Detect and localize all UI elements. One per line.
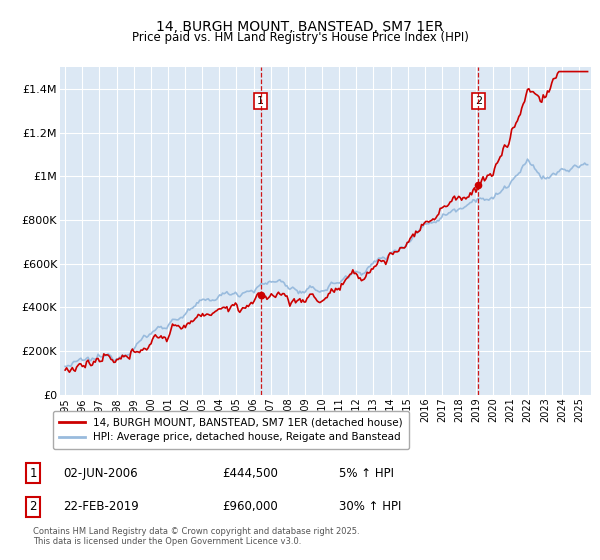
- Legend: 14, BURGH MOUNT, BANSTEAD, SM7 1ER (detached house), HPI: Average price, detache: 14, BURGH MOUNT, BANSTEAD, SM7 1ER (deta…: [53, 411, 409, 449]
- Text: 14, BURGH MOUNT, BANSTEAD, SM7 1ER: 14, BURGH MOUNT, BANSTEAD, SM7 1ER: [156, 20, 444, 34]
- Text: Contains HM Land Registry data © Crown copyright and database right 2025.
This d: Contains HM Land Registry data © Crown c…: [33, 527, 359, 546]
- Text: 30% ↑ HPI: 30% ↑ HPI: [339, 500, 401, 514]
- Text: £444,500: £444,500: [222, 466, 278, 480]
- Text: 22-FEB-2019: 22-FEB-2019: [63, 500, 139, 514]
- Text: 2: 2: [475, 96, 482, 106]
- Text: 1: 1: [29, 466, 37, 480]
- Text: 5% ↑ HPI: 5% ↑ HPI: [339, 466, 394, 480]
- Text: 2: 2: [29, 500, 37, 514]
- Text: £960,000: £960,000: [222, 500, 278, 514]
- Text: 1: 1: [257, 96, 264, 106]
- Text: 02-JUN-2006: 02-JUN-2006: [63, 466, 137, 480]
- Text: Price paid vs. HM Land Registry's House Price Index (HPI): Price paid vs. HM Land Registry's House …: [131, 31, 469, 44]
